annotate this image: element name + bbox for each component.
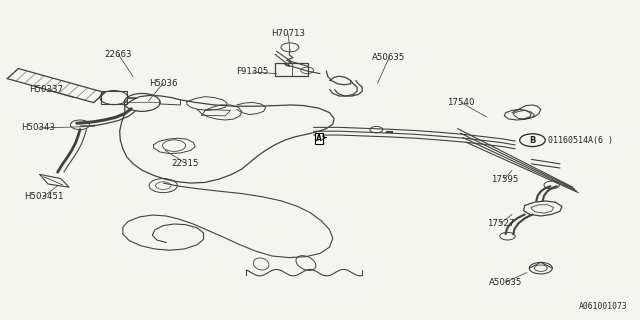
Text: 01160514A(6 ): 01160514A(6 ) <box>548 136 613 145</box>
Text: H50337: H50337 <box>29 85 63 94</box>
Text: A50635: A50635 <box>372 53 406 62</box>
Text: 17527: 17527 <box>487 219 514 228</box>
Text: H5036: H5036 <box>149 79 177 88</box>
Text: B: B <box>529 136 536 145</box>
Text: 17540: 17540 <box>447 98 474 107</box>
Text: F91305: F91305 <box>237 68 269 76</box>
Text: A061001073: A061001073 <box>579 302 627 311</box>
Bar <box>275 63 308 76</box>
Text: A50635: A50635 <box>489 278 522 287</box>
Text: H70713: H70713 <box>271 29 305 38</box>
Bar <box>101 91 127 104</box>
Text: A: A <box>316 134 322 143</box>
Text: 17595: 17595 <box>491 175 518 184</box>
Text: 22315: 22315 <box>172 159 199 168</box>
Text: 22663: 22663 <box>105 50 132 59</box>
Text: H50343: H50343 <box>21 124 56 132</box>
Text: H503451: H503451 <box>24 192 63 201</box>
